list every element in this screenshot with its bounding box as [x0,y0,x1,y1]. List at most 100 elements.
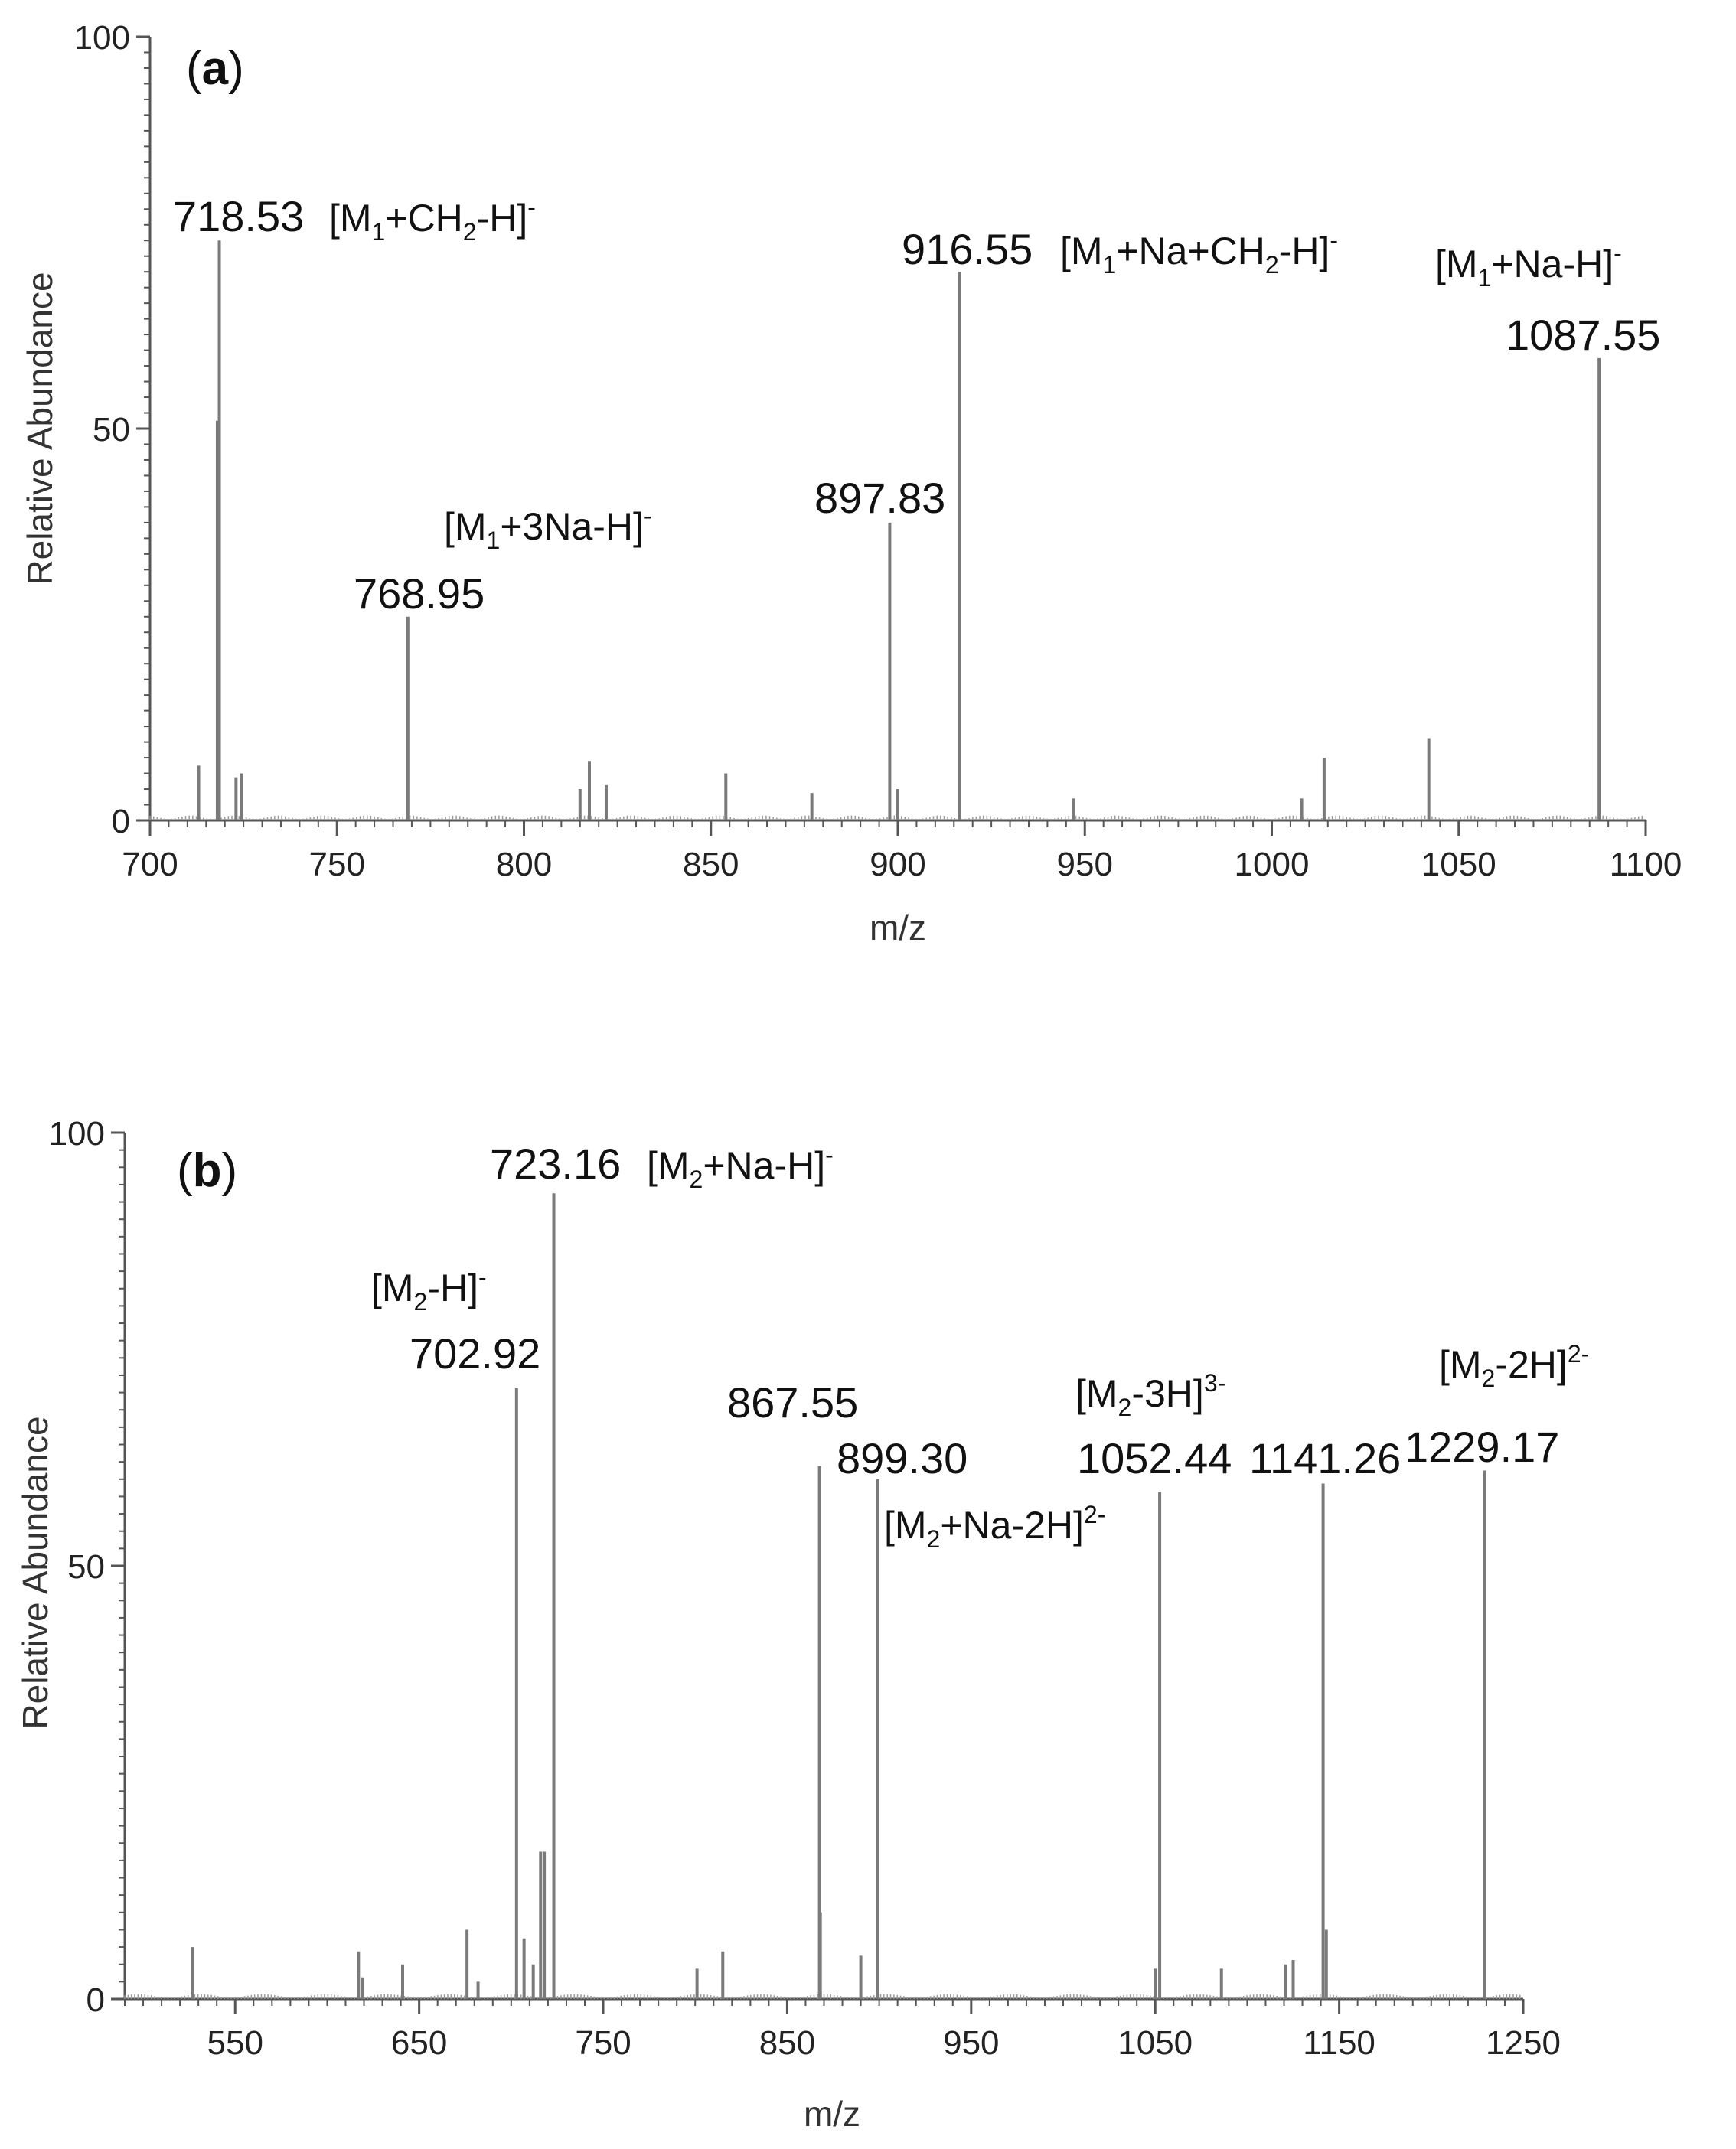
ion-part: -H] [427,1267,478,1309]
x-tick-label: 1100 [1610,846,1682,883]
spectrum-panel-a: 700 750 800 850 900 950 1000 1050 1100 0 50 100 m/z R… [20,19,1682,947]
y-tick-label: 0 [112,803,130,840]
ion-assignment-label: [M2+Na-H]- [647,1141,834,1193]
peak-value-label: 723.16 [490,1140,621,1188]
peak-value-label: 867.55 [727,1378,858,1427]
ion-assignment-label: [M2+Na-2H]2- [884,1501,1105,1553]
ion-part: +3Na-H] [500,505,644,548]
ion-subscript: 2 [414,1288,428,1316]
peak-value-label: 897.83 [814,474,945,522]
y-tick-label: 50 [67,1548,105,1586]
ion-superscript: - [478,1264,487,1291]
x-tick-label: 1050 [1118,2024,1193,2062]
ion-assignment-label: [M2-2H]2- [1439,1340,1589,1392]
panel-letter: (a) [186,42,244,95]
ion-part: +Na-2H] [940,1504,1084,1547]
x-tick-label: 1050 [1421,846,1496,883]
ion-subscript: 2 [1118,1394,1132,1421]
y-axis-title: Relative Abundance [20,272,60,585]
x-tick-label: 950 [1057,846,1113,883]
x-axis-title: m/z [870,908,926,947]
ion-part: +Na+CH [1116,230,1265,272]
y-tick-label: 50 [93,411,130,448]
ion-part: [M [1075,1372,1118,1415]
ion-assignment-label: [M1+Na+CH2-H]- [1060,227,1338,279]
ion-subscript: 2 [1482,1365,1496,1392]
ion-part: +Na-H] [1491,243,1614,285]
panel-letter-text: a [202,42,229,95]
ion-part: [M [647,1144,690,1187]
ion-superscript: - [644,502,652,530]
ion-part: [M [1060,230,1103,272]
ion-part: [M [884,1504,927,1547]
ion-part: [M [329,197,372,240]
baseline-noise [124,1994,1521,1999]
y-tick-label: 100 [49,1115,105,1153]
peak-value-label: 916.55 [902,225,1033,273]
ion-subscript: 1 [372,218,386,246]
ion-part: [M [1435,243,1478,285]
ion-assignment-label: [M1+CH2-H]- [329,194,536,246]
peak-value-label: 768.95 [354,569,485,618]
x-tick-label: 650 [391,2024,447,2062]
peak-value-label: 1229.17 [1405,1423,1559,1471]
ion-superscript: - [527,194,536,221]
ion-subscript: 1 [1478,264,1492,292]
ion-superscript: - [1330,227,1338,254]
x-tick-label: 900 [870,846,925,883]
panel-letter-paren-close: ) [222,1144,238,1197]
panel-letter: (b) [177,1144,237,1197]
panel-letter-text: b [193,1144,222,1197]
ion-subscript: 2 [690,1166,703,1193]
panel-letter-paren-open: ( [186,42,202,95]
ion-part: [M [371,1267,414,1309]
x-tick-label: 1150 [1303,2024,1375,2062]
peak-value-label: 1141.26 [1249,1434,1401,1482]
x-tick-label: 1000 [1235,846,1310,883]
x-axis-title: m/z [804,2094,860,2134]
ion-subscript: 1 [1103,251,1117,279]
ion-superscript: - [825,1141,834,1169]
ion-part: -2H] [1495,1343,1567,1386]
ion-subscript: 1 [487,527,501,554]
y-tick-label: 100 [74,19,130,57]
peak-value-label: 718.53 [173,192,304,240]
x-tick-label: 550 [207,2024,263,2062]
ion-assignment-label: [M2-H]- [371,1264,487,1316]
ion-part: -H] [1279,230,1330,272]
peak-value-label: 1087.55 [1506,311,1660,359]
ion-superscript: 2- [1084,1501,1105,1528]
ion-part: [M [444,505,487,548]
x-tick-label: 750 [575,2024,631,2062]
x-tick-label: 950 [943,2024,999,2062]
peak-value-label: 702.92 [410,1329,540,1378]
spectrum-panel-b: 550 650 750 850 950 1050 1150 1250 0 50 100 m/z Rela… [15,1115,1589,2134]
ion-subscript: 2 [463,218,477,246]
y-axis-title: Relative Abundance [15,1416,55,1729]
peak-value-label: 899.30 [837,1434,968,1482]
x-tick-label: 750 [309,846,365,883]
ion-superscript: 3- [1204,1369,1225,1397]
ion-subscript: 2 [1265,251,1279,279]
ion-assignment-label: [M1+3Na-H]- [444,502,652,554]
ion-part: +CH [385,197,462,240]
ion-part: -3H] [1131,1372,1203,1415]
ion-part: -H] [477,197,528,240]
ion-assignment-label: [M2-3H]3- [1075,1369,1225,1421]
x-tick-label: 850 [759,2024,815,2062]
ion-subscript: 2 [927,1525,941,1553]
x-tick-label: 850 [683,846,739,883]
ion-part: +Na-H] [703,1144,825,1187]
x-tick-label: 800 [496,846,552,883]
y-tick-label: 0 [86,1981,105,2019]
peak-value-label: 1052.44 [1077,1434,1232,1482]
x-tick-label: 1250 [1486,2024,1561,2062]
ion-part: [M [1439,1343,1482,1386]
x-tick-label: 700 [122,846,178,883]
panel-letter-paren-open: ( [177,1144,193,1197]
ion-superscript: 2- [1568,1340,1589,1368]
panel-letter-paren-close: ) [228,42,244,95]
ion-superscript: - [1614,240,1622,267]
